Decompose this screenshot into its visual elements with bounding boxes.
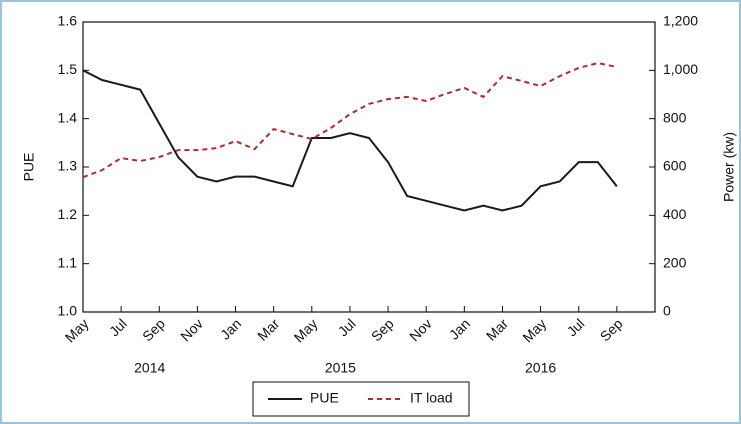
x-tick-label: Jul: [106, 315, 130, 339]
y2-tick-label: 1,200: [663, 13, 698, 29]
x-tick-label: Nov: [406, 315, 435, 344]
x-tick-label: Mar: [254, 315, 283, 344]
x-tick-label: Sep: [368, 315, 397, 344]
x-tick-label: Sep: [597, 315, 626, 344]
plot-area: [82, 21, 656, 313]
y-tick-label: 1.4: [58, 109, 78, 125]
year-label: 2014: [134, 360, 165, 376]
x-tick-label: Jul: [335, 315, 359, 339]
y-tick-label: 1.6: [58, 13, 78, 29]
y-tick-label: 1.3: [58, 158, 78, 174]
y-tick-label: 1.1: [58, 254, 78, 270]
y-axis-label: PUE: [21, 153, 37, 182]
y-tick-label: 1.5: [58, 61, 78, 77]
y2-tick-label: 400: [663, 206, 687, 222]
year-label: 2016: [525, 360, 556, 376]
y-tick-label: 1.2: [58, 206, 78, 222]
x-tick-label: Sep: [139, 315, 168, 344]
y2-tick-label: 0: [663, 303, 671, 319]
x-tick-label: May: [519, 315, 549, 345]
y2-axis-label: Power (kw): [721, 132, 737, 202]
series-line: [82, 62, 618, 179]
y-tick-label: 1.0: [58, 303, 78, 319]
legend-label: PUE: [310, 390, 339, 406]
year-label: 2015: [325, 360, 356, 376]
x-tick-label: Nov: [177, 315, 206, 344]
y2-tick-label: 1,000: [663, 61, 698, 77]
legend-label: IT load: [410, 390, 453, 406]
x-tick-label: Jan: [217, 315, 244, 342]
y2-tick-label: 600: [663, 158, 687, 174]
x-tick-label: May: [291, 315, 321, 345]
y2-tick-label: 200: [663, 254, 687, 270]
x-tick-label: Jul: [563, 315, 587, 339]
x-tick-label: Jan: [446, 315, 473, 342]
x-tick-label: May: [62, 315, 92, 345]
x-tick-label: Mar: [483, 315, 512, 344]
series-line: [82, 69, 618, 212]
y2-tick-label: 800: [663, 109, 687, 125]
